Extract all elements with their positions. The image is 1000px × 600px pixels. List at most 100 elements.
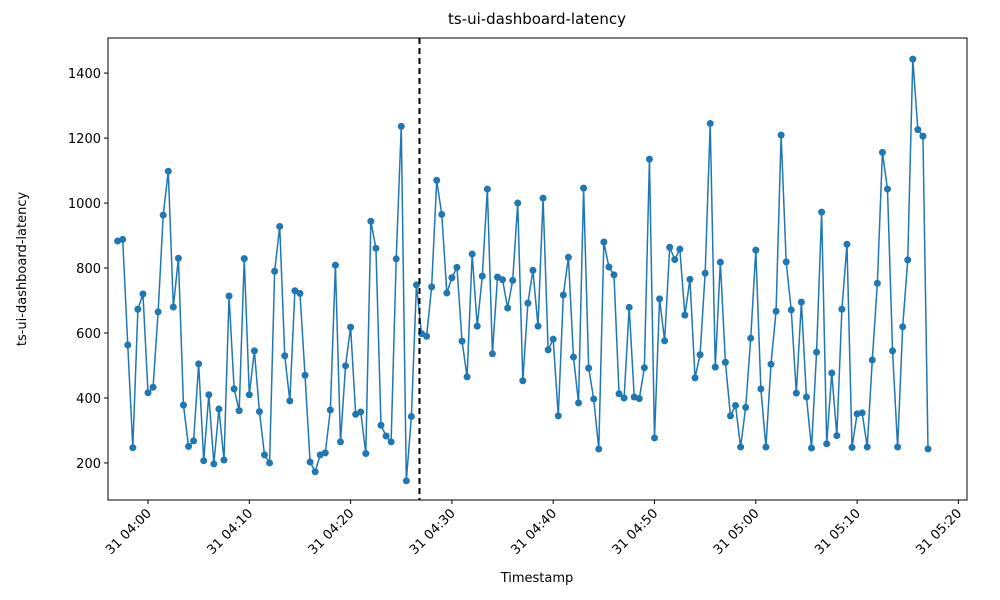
- data-point: [706, 119, 714, 127]
- data-point: [519, 377, 527, 385]
- data-point: [149, 383, 157, 391]
- data-point: [367, 217, 375, 225]
- data-point: [691, 374, 699, 382]
- data-point: [255, 408, 263, 416]
- y-tick-label: 1400: [68, 67, 101, 82]
- data-point: [438, 210, 446, 218]
- data-point: [544, 346, 552, 354]
- data-point: [225, 292, 233, 300]
- data-point: [499, 276, 507, 284]
- data-point: [772, 307, 780, 315]
- data-point: [721, 358, 729, 366]
- data-point: [645, 155, 653, 163]
- data-point: [676, 245, 684, 253]
- data-point: [848, 443, 856, 451]
- data-point: [504, 304, 512, 312]
- data-point: [250, 347, 258, 355]
- data-point: [453, 263, 461, 271]
- data-point: [281, 352, 289, 360]
- data-point: [868, 356, 876, 364]
- data-point: [215, 405, 223, 413]
- x-tick-label: 31 04:10: [204, 506, 256, 558]
- data-point: [276, 222, 284, 230]
- data-point: [245, 391, 253, 399]
- data-point: [726, 412, 734, 420]
- data-point: [185, 442, 193, 450]
- data-point: [590, 395, 598, 403]
- data-point: [483, 185, 491, 193]
- data-point: [468, 250, 476, 258]
- data-point: [843, 240, 851, 248]
- x-tick-label: 31 05:00: [711, 506, 763, 558]
- data-point: [762, 443, 770, 451]
- data-point: [266, 459, 274, 467]
- data-point: [564, 253, 572, 261]
- data-point: [914, 126, 922, 134]
- data-point: [286, 397, 294, 405]
- x-tick-label: 31 05:20: [913, 506, 965, 558]
- data-point: [402, 477, 410, 485]
- data-point: [904, 256, 912, 264]
- data-point: [407, 413, 415, 421]
- data-point: [661, 337, 669, 345]
- data-point: [195, 360, 203, 368]
- data-point: [129, 444, 137, 452]
- data-point: [615, 390, 623, 398]
- data-point: [605, 263, 613, 271]
- data-point: [656, 295, 664, 303]
- data-point: [711, 363, 719, 371]
- data-point: [190, 437, 198, 445]
- data-point: [443, 289, 451, 297]
- data-point: [575, 399, 583, 407]
- data-point: [433, 176, 441, 184]
- y-tick-label: 800: [76, 262, 101, 277]
- data-point: [909, 55, 917, 63]
- data-point: [873, 279, 881, 287]
- data-point: [382, 432, 390, 440]
- x-tick-label: 31 04:20: [306, 506, 358, 558]
- data-point: [889, 347, 897, 355]
- data-point: [326, 406, 334, 414]
- data-point: [509, 276, 517, 284]
- data-point: [737, 443, 745, 451]
- x-tick-label: 31 04:30: [407, 506, 459, 558]
- data-point: [747, 334, 755, 342]
- x-tick-label: 31 05:10: [812, 506, 864, 558]
- data-point: [478, 272, 486, 280]
- data-point: [392, 255, 400, 263]
- data-point: [878, 148, 886, 156]
- data-point: [838, 305, 846, 313]
- data-point: [549, 335, 557, 343]
- data-point: [139, 290, 147, 298]
- data-point: [134, 305, 142, 313]
- data-point: [777, 131, 785, 139]
- data-point: [686, 275, 694, 283]
- y-axis-label: ts-ui-dashboard-latency: [15, 192, 30, 347]
- data-point: [833, 432, 841, 440]
- data-point: [610, 271, 618, 279]
- data-point: [671, 256, 679, 264]
- data-point: [144, 389, 152, 397]
- data-point: [732, 401, 740, 409]
- data-point: [534, 322, 542, 330]
- data-point: [159, 211, 167, 219]
- data-point: [797, 298, 805, 306]
- data-point: [124, 341, 132, 349]
- data-point: [230, 385, 238, 393]
- data-point: [529, 266, 537, 274]
- y-tick-label: 200: [76, 457, 101, 472]
- x-axis-label: Timestamp: [500, 571, 574, 586]
- data-point: [620, 394, 628, 402]
- data-point: [296, 289, 304, 297]
- data-point: [347, 323, 355, 331]
- data-point: [342, 362, 350, 370]
- data-point: [635, 395, 643, 403]
- data-point: [210, 460, 218, 468]
- data-point: [813, 348, 821, 356]
- data-point: [331, 261, 339, 269]
- data-point: [640, 364, 648, 372]
- data-point: [650, 434, 658, 442]
- data-point: [119, 235, 127, 243]
- data-point: [220, 456, 228, 464]
- data-point: [174, 254, 182, 262]
